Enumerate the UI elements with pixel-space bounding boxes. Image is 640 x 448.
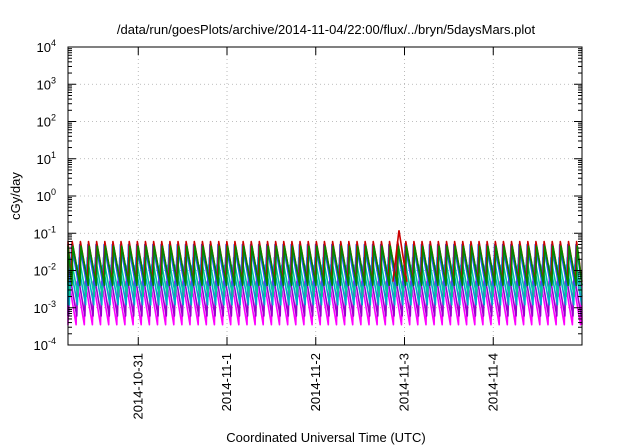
- y-tick-label: 10-1: [34, 224, 56, 241]
- y-tick-label: 102: [37, 113, 56, 130]
- x-axis-ticks: 2014-10-31 2014-11-1 2014-11-2 2014-11-3 201…: [130, 47, 500, 420]
- x-tick-label: 2014-10-31: [130, 353, 145, 420]
- y-tick-label: 10-3: [34, 299, 56, 316]
- y-tick-label: 10-2: [34, 262, 56, 279]
- y-tick-label: 104: [37, 38, 56, 55]
- series-group: [67, 230, 583, 326]
- y-tick-label: 10-4: [34, 336, 56, 353]
- x-tick-label: 2014-11-1: [219, 353, 234, 411]
- y-tick-label: 103: [37, 75, 56, 92]
- x-tick-label: 2014-11-3: [397, 353, 412, 411]
- x-axis-label: Coordinated Universal Time (UTC): [226, 430, 425, 445]
- y-tick-label: 100: [37, 187, 56, 204]
- x-tick-label: 2014-11-4: [485, 353, 500, 411]
- x-tick-label: 2014-11-2: [308, 353, 323, 411]
- plot-frame: [67, 46, 583, 346]
- series-line: [67, 245, 583, 287]
- y-axis-label: cGy/day: [8, 172, 23, 220]
- y-tick-label: 101: [37, 150, 56, 167]
- chart-title: /data/run/goesPlots/archive/2014-11-04/2…: [117, 22, 536, 37]
- spike-line: [392, 230, 408, 282]
